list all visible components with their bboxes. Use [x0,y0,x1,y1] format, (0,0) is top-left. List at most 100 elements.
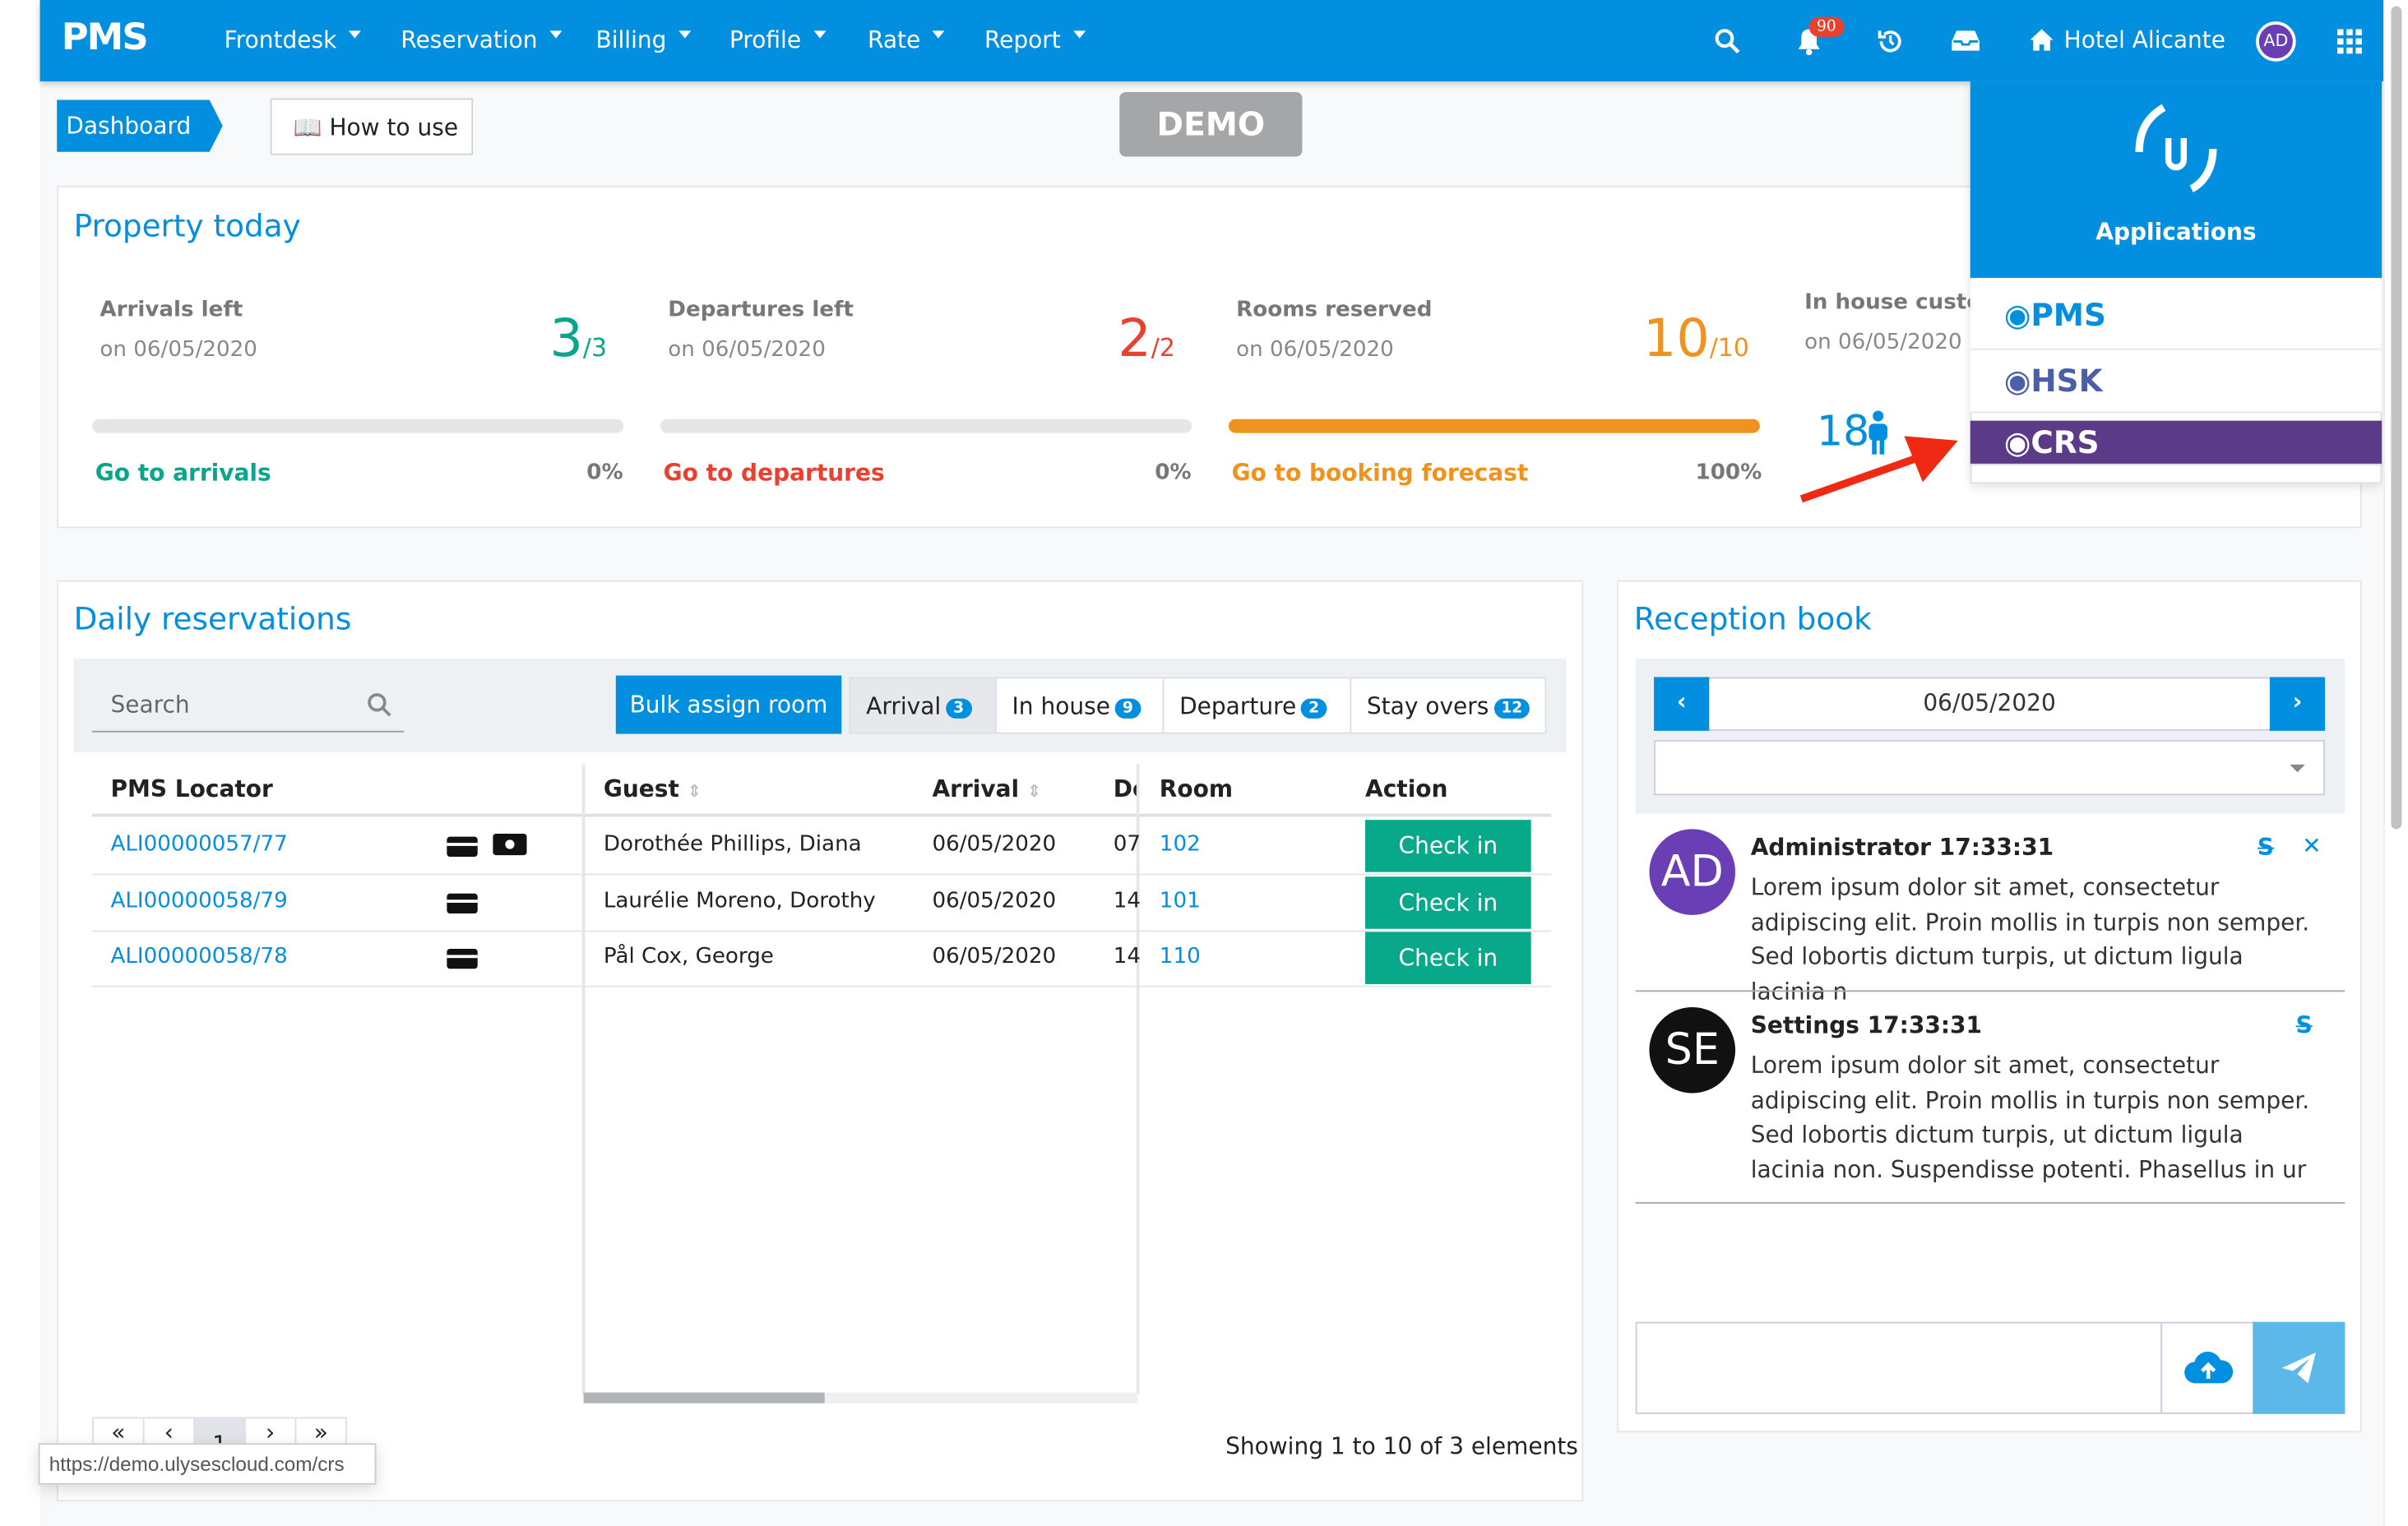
check-in-button[interactable]: Check in [1365,876,1531,928]
person-icon [1869,410,1887,455]
tab-arrival[interactable]: Arrival 3 [849,677,997,734]
app-hsk[interactable]: ◉HSK [1970,349,2383,414]
column-room: Room [1159,775,1234,803]
scroll-area-divider [1136,764,1140,1394]
horizontal-scrollbar[interactable] [583,1392,1138,1403]
room-link[interactable]: 102 [1159,832,1201,857]
menu-frontdesk[interactable]: Frontdesk [225,26,362,54]
check-in-button[interactable]: Check in [1365,932,1531,984]
demo-badge: DEMO [1119,92,1303,157]
tab-departure[interactable]: Departure 2 [1162,677,1352,734]
inbox-icon[interactable] [1950,29,1980,52]
selected-date[interactable]: 06/05/2020 [1923,689,2056,718]
tab-stay-overs[interactable]: Stay overs 12 [1350,677,1547,734]
hotel-selector[interactable]: Hotel Alicante [2063,25,2226,54]
scrollbar-thumb[interactable] [2391,6,2402,830]
filter-select[interactable] [1654,740,2326,796]
send-button[interactable] [2253,1321,2345,1414]
go-to-departures-link[interactable]: Go to departures [663,459,885,487]
page-scrollbar[interactable] [2383,0,2408,1526]
go-to-booking-forecast-link[interactable]: Go to booking forecast [1231,459,1529,487]
go-to-arrivals-link[interactable]: Go to arrivals [95,459,271,487]
how-to-use-button[interactable]: 📖 How to use [270,98,474,155]
departures-label: Departures left [668,298,854,323]
message-divider [1635,990,2345,992]
table-row: ALI00000058/78 Pål Cox, George 06/05/202… [92,929,1551,987]
tab-in-house[interactable]: In house 9 [995,677,1165,734]
previous-day-button[interactable]: ‹ [1654,677,1710,731]
rooms-reserved-label: Rooms reserved [1236,298,1433,323]
message-input[interactable] [1635,1321,2163,1414]
arrivals-value: 3/3 [549,308,607,371]
menu-reservation[interactable]: Reservation [401,26,562,54]
search-icon[interactable] [1714,28,1742,56]
apps-grid-icon[interactable] [2337,29,2362,54]
app-crs[interactable]: ◉CRS [1970,420,2383,465]
home-icon [2030,29,2054,51]
user-avatar[interactable]: AD [2256,21,2296,62]
tab-count-badge: 2 [1300,698,1327,719]
strikethrough-icon[interactable]: S [2257,833,2275,862]
credit-card-icon [447,892,478,913]
arrivals-date: on 06/05/2020 [100,337,257,363]
arrival-date: 06/05/2020 [932,888,1057,913]
room-link[interactable]: 110 [1159,944,1201,969]
message-avatar: AD [1649,829,1736,915]
rooms-reserved-value: 10/10 [1643,308,1749,371]
next-page-button[interactable]: › [246,1418,297,1462]
table-row: ALI00000057/77 Dorothée Phillips, Diana … [92,816,1551,876]
delete-icon[interactable]: ✕ [2302,832,2322,860]
ulyses-icon: ◉ [2003,362,2031,400]
sort-icon: ⇕ [687,781,702,802]
guest-name: Laurélie Moreno, Dorothy [603,888,876,913]
departures-value: 2/2 [1118,308,1175,371]
paper-plane-icon [2281,1353,2316,1384]
red-arrow-annotation [1799,436,1958,503]
check-in-button[interactable]: Check in [1365,820,1531,872]
pms-locator-link[interactable]: ALI00000057/77 [110,832,288,857]
reception-book-title: Reception book [1633,600,1872,637]
search-input[interactable]: Search [92,683,405,733]
sort-icon: ⇕ [1026,781,1042,802]
tab-label: In house [1012,692,1110,720]
menu-billing[interactable]: Billing [596,26,692,54]
app-crs-label: CRS [2031,423,2100,461]
pms-locator-link[interactable]: ALI00000058/78 [110,944,288,969]
menu-report[interactable]: Report [984,26,1086,54]
header-divider [92,813,1551,817]
app-pms[interactable]: ◉PMS [1970,279,2383,350]
chevron-down-icon [2290,764,2305,780]
upload-button[interactable] [2160,1321,2255,1414]
rooms-reserved-percent: 100% [1695,460,1762,486]
frozen-column-divider [581,764,586,1394]
app-pms-label: PMS [2031,296,2106,334]
breadcrumb-dashboard[interactable]: Dashboard [57,99,223,152]
departure-date: 14 [1113,944,1141,969]
bulk-assign-room-button[interactable]: Bulk assign room [615,675,842,734]
arrival-date: 06/05/2020 [932,832,1057,857]
menu-profile[interactable]: Profile [729,26,826,54]
last-page-button[interactable]: » [313,1418,328,1446]
column-guest[interactable]: Guest ⇕ [604,775,702,803]
next-day-button[interactable]: › [2269,677,2326,731]
tab-label: Departure [1179,692,1297,720]
first-page-button[interactable]: « [94,1418,145,1462]
column-departure: De [1113,775,1138,803]
strikethrough-icon[interactable]: S [2295,1011,2313,1040]
date-navigator [1654,677,2326,731]
menu-rate[interactable]: Rate [868,26,945,54]
scrollbar-thumb[interactable] [583,1392,825,1403]
showing-count: Showing 1 to 10 of 3 elements [1225,1432,1578,1460]
pms-locator-link[interactable]: ALI00000058/79 [110,888,288,913]
top-navbar: PMS Frontdesk Reservation Billing Profil… [39,0,2384,81]
in-house-date: on 06/05/2020 [1804,330,1962,355]
column-label: Guest [603,775,679,803]
history-icon[interactable] [1877,28,1905,56]
column-arrival[interactable]: Arrival ⇕ [932,775,1041,803]
credit-card-icon [447,948,478,969]
prev-page-button[interactable]: ‹ [145,1418,196,1462]
room-link[interactable]: 101 [1159,888,1201,913]
pms-logo[interactable]: PMS [61,15,149,58]
tab-count-badge: 12 [1493,698,1530,719]
column-pms-locator: PMS Locator [110,775,273,803]
